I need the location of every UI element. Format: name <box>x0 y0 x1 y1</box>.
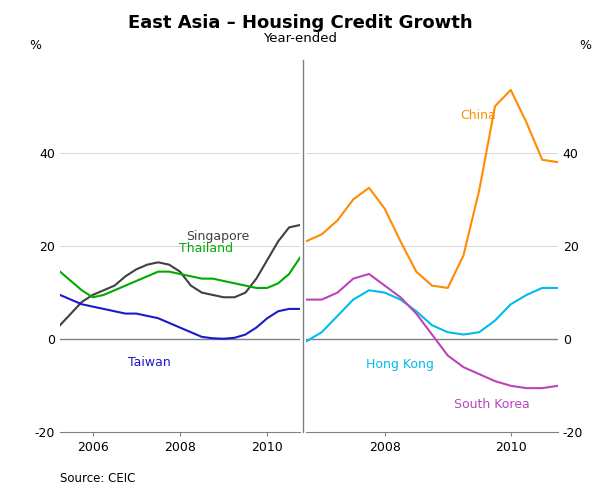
Text: China: China <box>460 109 496 122</box>
Text: Source: CEIC: Source: CEIC <box>60 472 136 485</box>
Text: Year-ended: Year-ended <box>263 32 337 45</box>
Text: Singapore: Singapore <box>187 230 250 243</box>
Text: Hong Kong: Hong Kong <box>366 358 434 371</box>
Text: South Korea: South Korea <box>454 398 530 411</box>
Text: Taiwan: Taiwan <box>128 356 171 369</box>
Text: Thailand: Thailand <box>179 242 233 255</box>
Text: East Asia – Housing Credit Growth: East Asia – Housing Credit Growth <box>128 14 472 32</box>
Text: %: % <box>579 39 591 52</box>
Text: %: % <box>29 39 41 52</box>
